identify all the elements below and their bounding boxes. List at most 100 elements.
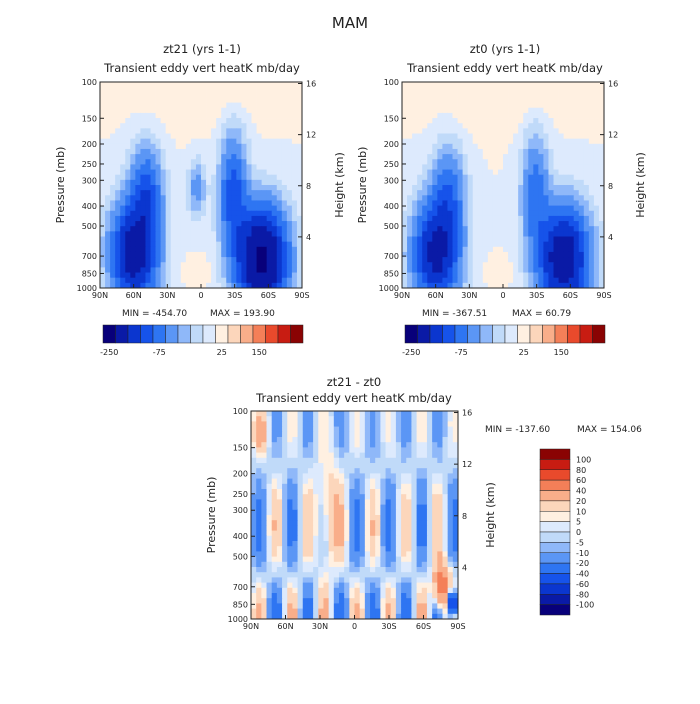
colorbar-label: 150 — [252, 348, 267, 357]
y-tick-label: 500 — [233, 552, 248, 561]
colorbar-label: -250 — [100, 348, 118, 357]
colorbar-swatch — [191, 325, 204, 343]
height-tick-label: 16 — [306, 80, 316, 89]
x-tick-label: 30S — [529, 291, 544, 300]
panel-zt21-ylabel-right: Height (km) — [333, 152, 346, 218]
y-tick-label: 100 — [384, 78, 399, 87]
x-tick-label: 90S — [596, 291, 611, 300]
colorbar-swatch — [540, 480, 570, 490]
colorbar-swatch — [103, 325, 116, 343]
colorbar-swatch — [153, 325, 166, 343]
y-tick-label: 700 — [82, 252, 97, 261]
colorbar-swatch — [291, 325, 304, 343]
colorbar-swatch — [216, 325, 229, 343]
colorbar-label: 20 — [576, 497, 586, 506]
y-tick-label: 850 — [384, 269, 399, 278]
colorbar-swatch — [540, 594, 570, 604]
colorbar-label: 5 — [576, 518, 581, 527]
x-tick-label: 30N — [159, 291, 175, 300]
colorbar-label: -10 — [576, 549, 589, 558]
colorbar-swatch — [540, 563, 570, 573]
colorbar-swatch — [540, 542, 570, 552]
height-tick-label: 12 — [306, 131, 316, 140]
x-tick-label: 90S — [294, 291, 309, 300]
height-tick-label: 12 — [608, 131, 618, 140]
colorbar-swatch — [568, 325, 581, 343]
height-tick-label: 4 — [306, 233, 311, 242]
panel-zt0: zt0 (yrs 1-1) Transient eddy vert heatK … — [356, 42, 647, 357]
colorbar-swatch — [128, 325, 141, 343]
y-tick-label: 150 — [82, 114, 97, 123]
x-tick-label: 30N — [312, 622, 328, 631]
colorbar-swatch — [480, 325, 493, 343]
colorbar-swatch — [116, 325, 129, 343]
panel-diff: zt21 - zt0 Transient eddy vert heatK mb/… — [205, 375, 642, 631]
x-tick-label: 60S — [416, 622, 431, 631]
panel-zt0-max: MAX = 60.79 — [512, 309, 571, 319]
colorbar-swatch — [166, 325, 179, 343]
colorbar-swatch — [540, 532, 570, 542]
colorbar-swatch — [540, 584, 570, 594]
y-tick-label: 1000 — [228, 615, 248, 624]
panel-zt0-ylabel: Pressure (mb) — [356, 147, 369, 224]
colorbar-label: 80 — [576, 466, 586, 475]
x-tick-label: 60S — [563, 291, 578, 300]
colorbar-swatch — [468, 325, 481, 343]
height-tick-label: 12 — [462, 460, 472, 469]
y-tick-label: 400 — [233, 532, 248, 541]
x-tick-label: 60N — [277, 622, 293, 631]
x-tick-label: 0 — [198, 291, 203, 300]
colorbar-label: -250 — [402, 348, 420, 357]
y-tick-label: 1000 — [379, 284, 399, 293]
colorbar-swatch — [593, 325, 606, 343]
y-tick-label: 250 — [82, 160, 97, 169]
y-tick-label: 300 — [82, 176, 97, 185]
y-tick-label: 400 — [82, 202, 97, 211]
colorbar-swatch — [540, 449, 570, 459]
height-tick-label: 8 — [608, 182, 613, 191]
colorbar-label: -60 — [576, 580, 589, 589]
panel-zt21-title: zt21 (yrs 1-1) — [163, 42, 241, 56]
colorbar-swatch — [518, 325, 531, 343]
panel-0-field — [100, 82, 302, 288]
colorbar-swatch — [580, 325, 593, 343]
colorbar-swatch — [418, 325, 431, 343]
x-tick-label: 60N — [126, 291, 142, 300]
colorbar-swatch — [505, 325, 518, 343]
x-tick-label: 0 — [352, 622, 357, 631]
height-tick-label: 16 — [608, 80, 618, 89]
colorbar-swatch — [266, 325, 279, 343]
colorbar-swatch — [405, 325, 418, 343]
height-tick-label: 4 — [462, 563, 467, 572]
panel-diff-ylabel: Pressure (mb) — [205, 477, 218, 554]
y-tick-label: 150 — [384, 114, 399, 123]
y-tick-label: 700 — [384, 252, 399, 261]
colorbar-label: -75 — [455, 348, 468, 357]
colorbar-label: -80 — [576, 590, 589, 599]
colorbar-swatch — [203, 325, 216, 343]
panel-2-field — [251, 411, 458, 619]
colorbar-swatch — [540, 574, 570, 584]
colorbar-swatch — [493, 325, 506, 343]
y-tick-label: 200 — [82, 140, 97, 149]
colorbar-label: 40 — [576, 487, 586, 496]
colorbar-swatch — [178, 325, 191, 343]
panel-zt0-title: zt0 (yrs 1-1) — [470, 42, 540, 56]
colorbar-swatch — [540, 470, 570, 480]
colorbar-swatch — [141, 325, 154, 343]
y-tick-label: 500 — [82, 222, 97, 231]
colorbar-label: 25 — [519, 348, 529, 357]
colorbar-label: 60 — [576, 476, 586, 485]
panel-zt21-min: MIN = -454.70 — [122, 309, 187, 319]
height-tick-label: 4 — [608, 233, 613, 242]
colorbar-swatch — [443, 325, 456, 343]
panel-diff-max: MAX = 154.06 — [577, 425, 642, 435]
panel-diff-title: zt21 - zt0 — [327, 375, 382, 389]
x-tick-label: 30S — [227, 291, 242, 300]
colorbar-swatch — [278, 325, 291, 343]
